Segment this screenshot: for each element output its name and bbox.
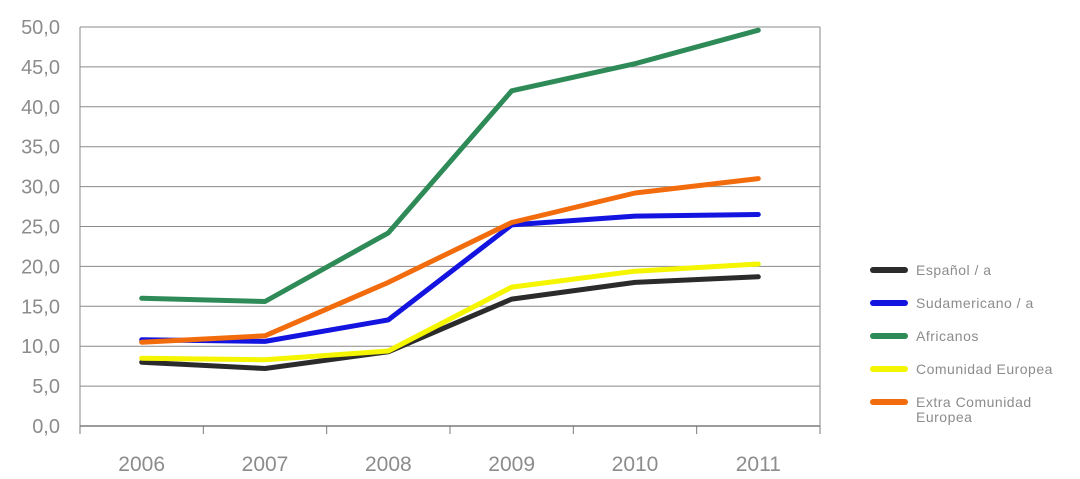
legend-label: Comunidad Europea	[916, 361, 1053, 377]
y-tick-label: 35,0	[21, 137, 60, 159]
x-axis: 2006 2007 2008 2009 2010 2011	[79, 426, 821, 476]
legend-label: Español / a	[916, 262, 992, 278]
y-tick-label: 15,0	[21, 296, 60, 318]
series-line	[139, 212, 761, 344]
y-tick-label: 0,0	[32, 416, 60, 438]
series-lines	[139, 27, 761, 371]
legend-item: Extra Comunidad Europea	[870, 394, 1032, 425]
x-tick-label: 2008	[365, 453, 412, 476]
series-line	[139, 27, 761, 304]
series-line	[139, 261, 761, 363]
y-tick-label: 10,0	[21, 336, 60, 358]
legend-item: Español / a	[870, 262, 992, 278]
y-axis-ticks: 0,0 5,0 10,0 15,0 20,0 25,0 30,0 35,0 40,0 45,0 50…	[21, 17, 60, 438]
x-tick-label: 2009	[488, 453, 535, 476]
series-line	[139, 274, 761, 371]
legend-label: Extra Comunidad Europea	[916, 394, 1032, 425]
x-tick-label: 2011	[736, 453, 781, 476]
y-tick-label: 40,0	[21, 97, 60, 119]
legend-item: Africanos	[870, 328, 979, 344]
y-tick-label: 25,0	[21, 217, 60, 239]
legend-item: Comunidad Europea	[870, 361, 1053, 377]
y-tick-label: 30,0	[21, 177, 60, 199]
y-tick-label: 45,0	[21, 57, 60, 79]
legend-label: Sudamericano / a	[916, 295, 1034, 311]
legend-item: Sudamericano / a	[870, 295, 1034, 311]
grid-lines	[79, 26, 821, 427]
x-tick-label: 2007	[242, 453, 289, 476]
legend-label: Africanos	[916, 328, 979, 344]
y-tick-label: 5,0	[32, 376, 60, 398]
y-tick-label: 20,0	[21, 256, 60, 278]
y-tick-label: 50,0	[21, 17, 60, 39]
x-tick-label: 2010	[612, 453, 659, 476]
legend: Español / a Sudamericano / a Africanos Comu…	[870, 262, 1053, 425]
x-tick-label: 2006	[118, 453, 165, 476]
series-line	[139, 176, 761, 345]
